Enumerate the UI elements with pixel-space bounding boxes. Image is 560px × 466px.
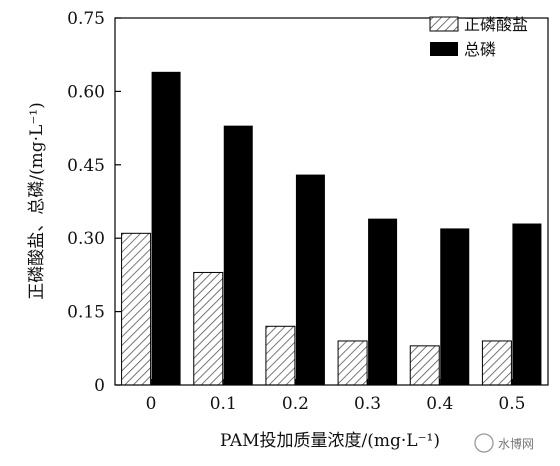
watermark: 水博网 [474,433,534,453]
legend-swatch-orthophosphate [429,16,459,32]
watermark-logo-icon [474,433,494,453]
legend: 正磷酸盐 总磷 [429,15,528,59]
bar-total-phosphorus [151,71,181,386]
bar-total-phosphorus [368,218,398,385]
bar-orthophosphate [337,340,368,386]
bar-orthophosphate [409,345,440,386]
bar-orthophosphate [481,340,512,386]
bar-orthophosphate [265,325,296,386]
x-axis-ticks: 0 0.1 0.2 0.3 0.4 0.5 [146,379,525,414]
bar-total-phosphorus [512,223,542,385]
x-axis-label: PAM投加质量浓度/(mg·L⁻¹) [220,431,440,451]
bar-orthophosphate [193,271,224,386]
y-tick-label: 0.15 [67,303,105,323]
x-tick-label: 0.1 [210,394,237,414]
watermark-text: 水博网 [498,436,534,451]
y-tick-label: 0.75 [67,9,105,29]
x-tick-label: 0.2 [282,394,309,414]
y-tick-label: 0.60 [67,82,105,102]
legend-label-total-phosphorus: 总磷 [464,40,496,59]
x-tick-label: 0.5 [498,394,525,414]
bars [121,71,542,386]
x-tick-label: 0 [146,394,157,414]
legend-label-orthophosphate: 正磷酸盐 [464,15,528,34]
bar-total-phosphorus [440,228,470,385]
y-tick-label: 0.30 [67,229,105,249]
y-axis-ticks: 0 0.15 0.30 0.45 0.60 0.75 [67,9,121,396]
bar-total-phosphorus [223,125,253,386]
legend-swatch-total-phosphorus [430,42,458,56]
x-tick-label: 0.3 [354,394,381,414]
bar-total-phosphorus [295,174,325,385]
y-tick-label: 0.45 [67,156,105,176]
y-tick-label: 0 [94,376,105,396]
bar-orthophosphate [121,232,152,386]
plot-frame [114,17,549,386]
y-axis-label: 正磷酸盐、总磷/(mg·L⁻¹) [27,102,47,299]
x-tick-label: 0.4 [426,394,453,414]
